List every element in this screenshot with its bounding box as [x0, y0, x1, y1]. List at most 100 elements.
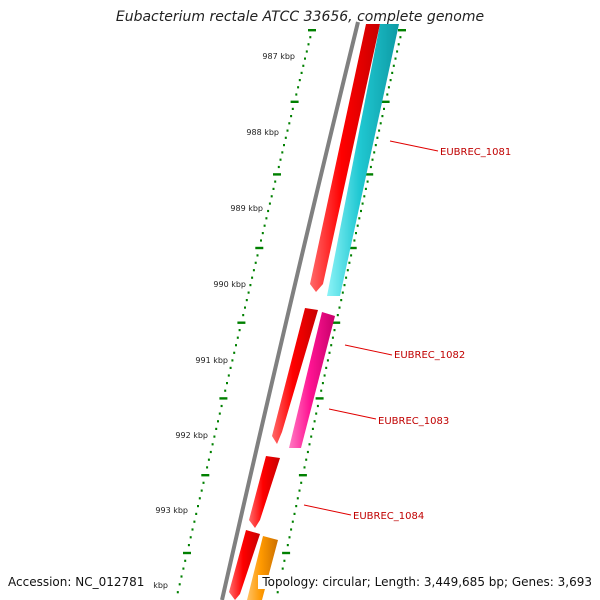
tick-mark-major	[308, 29, 316, 32]
tick-mark-minor	[176, 591, 179, 594]
tick-mark-minor	[376, 136, 379, 139]
gene-labels: EUBREC_1081 EUBREC_1082 EUBREC_1083 EUBR…	[353, 147, 511, 522]
tick-mark-minor	[381, 115, 384, 118]
tick-mark-minor	[283, 559, 286, 562]
tick-mark-major	[332, 321, 341, 324]
tick-mark-minor	[315, 412, 318, 415]
tick-mark-minor	[369, 165, 372, 169]
tick-mark-major	[365, 173, 374, 176]
label-leaders	[303, 140, 439, 516]
tick-mark-minor	[272, 187, 275, 190]
tick-mark-major	[255, 246, 264, 250]
tick-mark-minor	[270, 195, 273, 198]
tick-mark-minor	[184, 559, 187, 562]
tick-mark-minor	[263, 224, 266, 227]
gene-orange	[247, 536, 278, 600]
tick-mark-minor	[284, 136, 287, 139]
tick-mark-minor	[378, 129, 381, 132]
tick-mark-minor	[288, 122, 291, 125]
tick-mark-minor	[330, 344, 333, 347]
gene-label-eubrec-1082: EUBREC_1082	[394, 350, 465, 361]
tick-mark-minor	[238, 329, 241, 332]
tick-mark-minor	[247, 291, 250, 294]
tick-mark-minor	[265, 217, 268, 220]
tick-mark-minor	[341, 291, 344, 294]
tick-mark-major	[273, 173, 281, 176]
leader-eubrec-1082	[344, 344, 393, 356]
tick-mark-minor	[242, 314, 245, 317]
tick-mark-minor	[363, 195, 366, 198]
tick-mark-major	[183, 551, 191, 555]
tick-mark-minor	[391, 71, 394, 74]
tick-mark-minor	[308, 443, 311, 446]
tick-mark-minor	[293, 512, 296, 515]
tick-mark-minor	[311, 427, 314, 430]
tick-mark-minor	[254, 261, 257, 264]
tick-mark-minor	[309, 36, 312, 39]
tick-mark-minor	[346, 269, 349, 272]
tick-mark-minor	[305, 458, 308, 461]
map-title: Eubacterium rectale ATCC 33656, complete…	[115, 9, 485, 25]
tick-mark-minor	[233, 351, 236, 354]
tick-mark-minor	[207, 458, 210, 461]
tick-mark-minor	[290, 115, 293, 118]
tick-mark-minor	[383, 107, 385, 110]
tick-mark-minor	[302, 64, 305, 67]
tick-mark-minor	[251, 276, 254, 279]
gene-forward-3	[249, 456, 280, 528]
tick-mark-minor	[358, 217, 361, 220]
tick-mark-minor	[213, 435, 216, 438]
tick-mark-minor	[307, 43, 310, 46]
tick-mark-minor	[320, 389, 323, 392]
leader-eubrec-1081	[389, 140, 439, 152]
tick-mark-minor	[256, 254, 259, 257]
tick-label-993: 993 kbp	[155, 506, 188, 515]
tick-mark-major	[237, 321, 246, 324]
tick-mark-minor	[303, 466, 306, 469]
tick-mark-minor	[198, 497, 201, 500]
tick-mark-minor	[392, 64, 395, 67]
tick-mark-minor	[180, 575, 183, 578]
tick-mark-major	[201, 474, 210, 477]
tick-mark-minor	[286, 129, 289, 132]
tick-mark-minor	[235, 344, 237, 347]
tick-mark-minor	[249, 284, 252, 287]
tick-mark-minor	[343, 284, 346, 287]
tick-mark-minor	[373, 151, 376, 154]
tick-mark-minor	[353, 239, 356, 242]
tick-mark-minor	[291, 520, 294, 523]
tick-mark-minor	[286, 544, 289, 547]
tick-mark-minor	[333, 329, 336, 332]
tick-mark-minor	[396, 50, 399, 53]
tick-mark-minor	[386, 93, 389, 96]
tick-mark-minor	[350, 254, 353, 257]
tick-mark-minor	[296, 497, 299, 500]
tick-mark-minor	[279, 158, 282, 161]
tick-marks	[176, 29, 406, 594]
tick-mark-minor	[316, 404, 319, 408]
tick-mark-minor	[261, 232, 264, 235]
tick-mark-minor	[291, 107, 294, 110]
tick-mark-minor	[364, 187, 367, 190]
genome-backbone	[220, 21, 360, 600]
tick-mark-minor	[281, 567, 284, 570]
tick-mark-major	[315, 397, 324, 400]
tick-mark-minor	[236, 336, 239, 339]
tick-mark-minor	[338, 306, 341, 309]
tick-mark-minor	[193, 520, 196, 523]
tick-mark-minor	[218, 412, 221, 415]
tick-mark-minor	[323, 374, 326, 377]
tick-label-990: 990 kbp	[213, 280, 246, 289]
tick-mark-minor	[310, 435, 313, 438]
tick-mark-minor	[200, 489, 203, 492]
tick-mark-minor	[231, 359, 234, 362]
tick-mark-minor	[260, 239, 262, 242]
tick-mark-minor	[306, 450, 309, 454]
tick-mark-minor	[300, 481, 303, 484]
tick-mark-minor	[276, 591, 279, 594]
tick-mark-minor	[304, 57, 306, 60]
tick-mark-minor	[328, 351, 331, 354]
tick-mark-minor	[331, 336, 334, 339]
tick-label-989: 989 kbp	[230, 204, 263, 213]
tick-mark-minor	[355, 232, 357, 235]
